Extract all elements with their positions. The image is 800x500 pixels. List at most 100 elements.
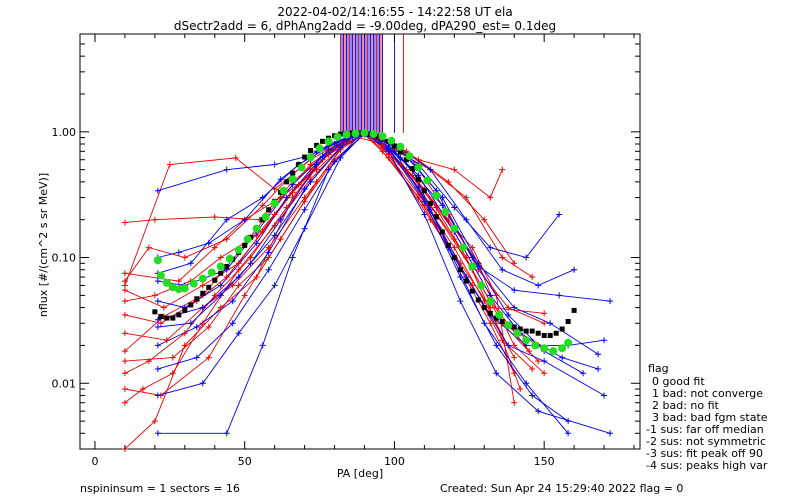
data-point-plus xyxy=(175,249,182,256)
median-point xyxy=(475,297,481,303)
data-point-plus xyxy=(187,260,194,267)
fit-point xyxy=(243,235,252,244)
x-axis-label: PA [deg] xyxy=(337,467,383,480)
median-point xyxy=(224,263,230,269)
data-point-plus xyxy=(457,274,464,281)
data-point-plus xyxy=(469,282,476,289)
series-line xyxy=(157,133,584,374)
fit-point xyxy=(216,262,225,271)
data-point-plus xyxy=(166,161,173,168)
data-point-plus xyxy=(145,244,152,251)
fit-point xyxy=(225,254,234,263)
median-point xyxy=(427,200,433,206)
data-point-plus xyxy=(121,358,128,365)
data-point-plus xyxy=(487,320,494,327)
fit-point xyxy=(162,278,171,287)
data-point-plus xyxy=(499,266,506,273)
fit-point xyxy=(495,310,504,319)
data-point-plus xyxy=(253,274,260,281)
data-point-plus xyxy=(223,236,230,243)
data-point-plus xyxy=(121,348,128,355)
fit-point xyxy=(468,262,477,271)
median-point xyxy=(445,242,451,248)
data-point-plus xyxy=(529,365,536,372)
median-point xyxy=(338,131,344,137)
data-point-plus xyxy=(511,370,518,377)
median-point xyxy=(314,142,320,148)
data-point-plus xyxy=(139,386,146,393)
data-point-plus xyxy=(121,370,128,377)
data-point-plus xyxy=(457,260,464,267)
fit-point xyxy=(270,199,279,208)
data-point-plus xyxy=(439,202,446,209)
fit-point xyxy=(342,130,351,139)
legend-item: 0 good fit xyxy=(652,375,705,388)
data-point-plus xyxy=(481,216,488,223)
data-point-plus xyxy=(241,216,248,223)
data-point-plus xyxy=(169,370,176,377)
data-point-plus xyxy=(217,282,224,289)
median-point xyxy=(302,154,308,160)
fit-point xyxy=(531,341,540,350)
chart-title-line1: 2022-04-02/14:16:55 - 14:22:58 UT ela xyxy=(277,5,512,19)
fit-point xyxy=(441,208,450,217)
data-point-plus xyxy=(505,311,512,318)
data-point-plus xyxy=(199,380,206,387)
fit-point xyxy=(174,285,183,294)
data-point-plus xyxy=(154,392,161,399)
data-point-plus xyxy=(271,161,278,168)
data-point-plus xyxy=(535,282,542,289)
data-point-plus xyxy=(187,320,194,327)
fit-point xyxy=(207,268,216,277)
median-point xyxy=(194,296,200,302)
data-point-plus xyxy=(160,304,167,311)
median-point xyxy=(457,267,463,273)
fit-point xyxy=(234,245,243,254)
data-point-plus xyxy=(469,244,476,251)
median-point xyxy=(565,318,571,324)
y-tick-label: 0.10 xyxy=(52,252,77,265)
median-point xyxy=(541,332,547,338)
data-point-plus xyxy=(325,146,332,153)
data-point-plus xyxy=(235,330,242,337)
data-point-plus xyxy=(487,304,494,311)
median-point xyxy=(397,149,403,155)
median-point xyxy=(439,229,445,235)
data-point-plus xyxy=(301,198,308,205)
data-point-plus xyxy=(289,194,296,201)
median-point xyxy=(188,302,194,308)
data-point-plus xyxy=(154,324,161,331)
data-point-plus xyxy=(451,204,458,211)
data-point-plus xyxy=(235,266,242,273)
data-point-plus xyxy=(493,292,500,299)
fit-point xyxy=(564,338,573,347)
fit-point xyxy=(189,279,198,288)
data-point-plus xyxy=(556,211,563,218)
data-point-plus xyxy=(307,178,314,185)
data-point-plus xyxy=(259,202,266,209)
data-point-plus xyxy=(157,320,164,327)
median-point xyxy=(242,242,248,248)
median-point xyxy=(212,277,218,283)
median-point xyxy=(200,290,206,296)
data-point-plus xyxy=(217,304,224,311)
fit-point xyxy=(198,274,207,283)
data-point-plus xyxy=(121,311,128,318)
series-line xyxy=(157,132,569,422)
median-markers xyxy=(152,130,577,338)
data-point-plus xyxy=(181,342,188,349)
data-point-plus xyxy=(505,342,512,349)
data-point-plus xyxy=(451,236,458,243)
data-point-plus xyxy=(223,430,230,437)
footer-left: nspininsum = 1 sectors = 16 xyxy=(80,482,240,495)
fit-point xyxy=(252,224,261,233)
median-point xyxy=(176,312,182,318)
median-point xyxy=(511,324,517,330)
data-point-plus xyxy=(229,320,236,327)
data-point-plus xyxy=(565,430,572,437)
data-point-plus xyxy=(121,219,128,226)
legend-item: -3 sus: fit peak off 90 xyxy=(646,447,763,460)
data-point-plus xyxy=(211,244,218,251)
data-point-plus xyxy=(289,189,296,196)
data-point-plus xyxy=(601,392,608,399)
